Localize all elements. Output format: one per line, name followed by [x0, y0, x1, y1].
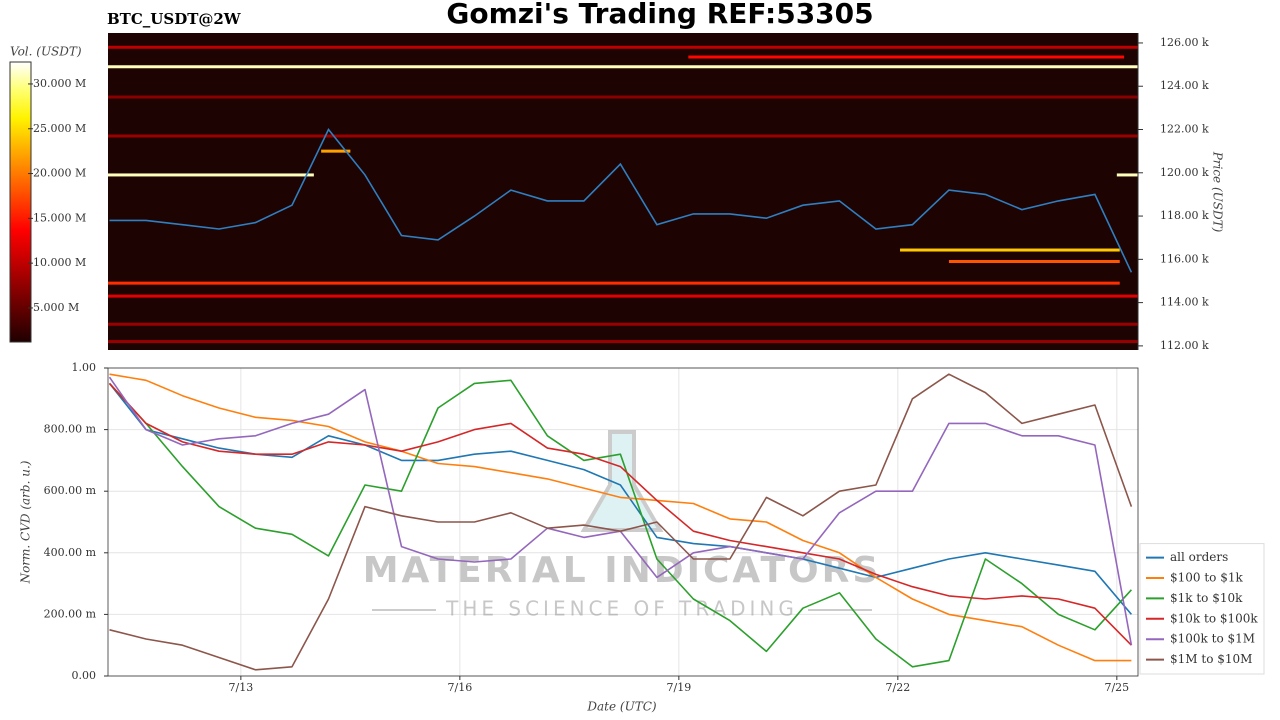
chart-title: Gomzi's Trading REF:53305 — [446, 0, 873, 30]
cvd-line — [109, 373, 1133, 671]
liquidity-band — [1116, 173, 1138, 177]
liquidity-band — [108, 134, 1138, 138]
liquidity-band — [900, 248, 1120, 252]
colorbar-tick-label: 5.000 M — [33, 301, 79, 314]
colorbar-tick-label: 10.000 M — [33, 256, 86, 269]
y-axis-label: Norm. CVD (arb. u.) — [19, 460, 33, 584]
y-tick-label: 200.00 m — [44, 607, 97, 620]
x-tick-label: 7/13 — [229, 681, 254, 694]
price-line — [109, 128, 1133, 273]
colorbar-label: Vol. (USDT) — [10, 45, 82, 59]
y-tick-label: 116.00 k — [1160, 252, 1209, 265]
y-tick-label: 126.00 k — [1160, 36, 1209, 49]
y-tick-label: 114.00 k — [1160, 296, 1209, 309]
x-tick-label: 7/22 — [885, 681, 910, 694]
liquidity-band — [688, 55, 1125, 59]
cvd-line — [108, 382, 1132, 646]
legend-box — [1139, 543, 1265, 675]
liquidity-band — [108, 95, 1138, 99]
cvd-line — [108, 379, 1132, 668]
watermark-text: MATERIAL INDICATORS — [363, 550, 882, 591]
y-axis-label: Price (USDT) — [1211, 151, 1225, 233]
legend-label: $100 to $1k — [1170, 571, 1243, 585]
y-tick-label: 600.00 m — [44, 484, 97, 497]
liquidity-band — [108, 281, 1120, 285]
chart-subtitle: BTC_USDT@2W — [107, 10, 242, 28]
y-tick-label: 122.00 k — [1160, 123, 1209, 136]
x-tick-label: 7/19 — [666, 681, 691, 694]
x-tick-label: 7/25 — [1104, 681, 1129, 694]
cvd-line — [109, 373, 1132, 662]
liquidity-band — [108, 45, 1138, 49]
y-tick-label: 124.00 k — [1160, 79, 1209, 92]
y-tick-label: 112.00 k — [1160, 339, 1209, 352]
liquidity-band — [108, 173, 314, 177]
y-tick-label: 400.00 m — [44, 546, 97, 559]
cvd-line — [108, 382, 1133, 615]
legend-label: $10k to $100k — [1170, 611, 1258, 625]
legend-label: $1M to $10M — [1170, 652, 1252, 666]
x-tick-label: 7/16 — [447, 681, 472, 694]
heatmap-background — [108, 33, 1138, 350]
liquidity-band — [108, 340, 1138, 344]
liquidity-band — [108, 322, 1138, 326]
liquidity-band — [108, 294, 1138, 298]
y-tick-label: 800.00 m — [44, 423, 97, 436]
liquidity-band — [321, 149, 351, 153]
y-tick-label: 1.00 — [72, 361, 97, 374]
watermark-text: THE SCIENCE OF TRADING — [445, 597, 798, 621]
legend-label: all orders — [1170, 550, 1228, 564]
legend-label: $1k to $10k — [1170, 591, 1243, 605]
colorbar-tick-label: 25.000 M — [33, 122, 86, 135]
y-tick-label: 118.00 k — [1160, 209, 1209, 222]
watermark — [372, 430, 872, 611]
colorbar-tick-label: 30.000 M — [33, 77, 86, 90]
y-tick-label: 0.00 — [72, 669, 97, 682]
y-tick-label: 120.00 k — [1160, 166, 1209, 179]
colorbar — [9, 61, 32, 343]
liquidity-band — [948, 259, 1120, 263]
colorbar-tick-label: 20.000 M — [33, 167, 86, 180]
plot-frame — [107, 367, 1139, 677]
watermark-icon — [580, 430, 664, 532]
x-axis-label: Date (UTC) — [586, 700, 656, 714]
liquidity-band — [108, 65, 1138, 69]
colorbar-tick-label: 15.000 M — [33, 211, 86, 224]
legend-label: $100k to $1M — [1170, 632, 1255, 646]
